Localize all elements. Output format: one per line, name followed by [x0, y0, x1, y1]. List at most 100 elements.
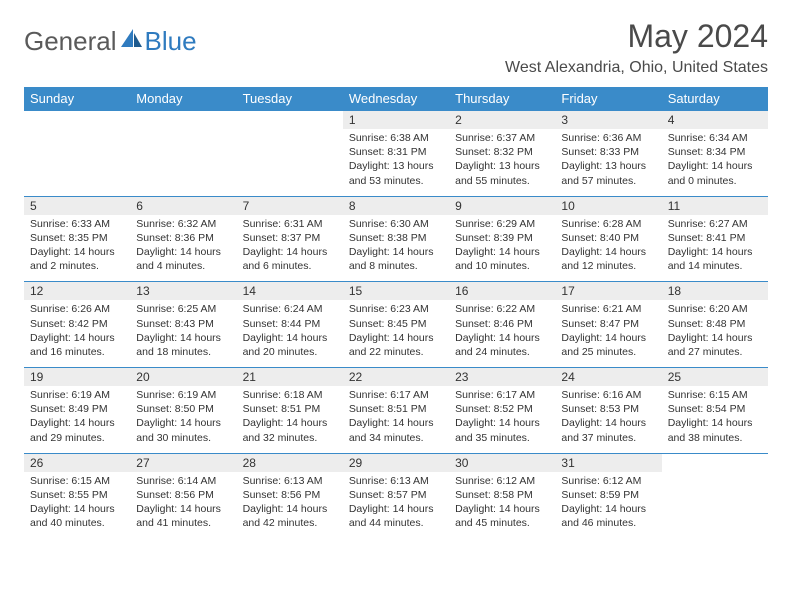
day-cell: Sunrise: 6:13 AMSunset: 8:57 PMDaylight:…	[343, 472, 449, 539]
sunrise-text: Sunrise: 6:27 AM	[668, 217, 762, 231]
day-number: 3	[555, 111, 661, 130]
sunset-text: Sunset: 8:54 PM	[668, 402, 762, 416]
sunrise-text: Sunrise: 6:33 AM	[30, 217, 124, 231]
daylight-text: Daylight: 14 hours	[136, 416, 230, 430]
day-number: 21	[237, 368, 343, 387]
day-number: 6	[130, 196, 236, 215]
daylight-text: Daylight: 14 hours	[668, 331, 762, 345]
daylight-text: and 6 minutes.	[243, 259, 337, 273]
day-cell: Sunrise: 6:23 AMSunset: 8:45 PMDaylight:…	[343, 300, 449, 367]
daylight-text: and 30 minutes.	[136, 431, 230, 445]
day-number: 15	[343, 282, 449, 301]
daylight-text: and 4 minutes.	[136, 259, 230, 273]
daylight-text: Daylight: 14 hours	[30, 416, 124, 430]
daylight-text: and 27 minutes.	[668, 345, 762, 359]
daylight-text: and 44 minutes.	[349, 516, 443, 530]
daylight-text: and 55 minutes.	[455, 174, 549, 188]
daylight-text: Daylight: 14 hours	[455, 416, 549, 430]
day-number: 18	[662, 282, 768, 301]
day-number: 4	[662, 111, 768, 130]
day-cell: Sunrise: 6:36 AMSunset: 8:33 PMDaylight:…	[555, 129, 661, 196]
sunrise-text: Sunrise: 6:20 AM	[668, 302, 762, 316]
day-number: 19	[24, 368, 130, 387]
daylight-text: Daylight: 13 hours	[561, 159, 655, 173]
sunrise-text: Sunrise: 6:12 AM	[561, 474, 655, 488]
day-cell: Sunrise: 6:16 AMSunset: 8:53 PMDaylight:…	[555, 386, 661, 453]
day-cell	[662, 472, 768, 539]
daylight-text: Daylight: 14 hours	[136, 502, 230, 516]
sunrise-text: Sunrise: 6:19 AM	[136, 388, 230, 402]
sunset-text: Sunset: 8:38 PM	[349, 231, 443, 245]
day-content-row: Sunrise: 6:33 AMSunset: 8:35 PMDaylight:…	[24, 215, 768, 282]
daylight-text: Daylight: 14 hours	[349, 245, 443, 259]
day-cell: Sunrise: 6:22 AMSunset: 8:46 PMDaylight:…	[449, 300, 555, 367]
day-num-row: 19202122232425	[24, 368, 768, 387]
sunset-text: Sunset: 8:58 PM	[455, 488, 549, 502]
daylight-text: and 40 minutes.	[30, 516, 124, 530]
day-header: Monday	[130, 87, 236, 111]
daylight-text: and 42 minutes.	[243, 516, 337, 530]
day-cell: Sunrise: 6:15 AMSunset: 8:54 PMDaylight:…	[662, 386, 768, 453]
day-num-row: 12131415161718	[24, 282, 768, 301]
day-number: 23	[449, 368, 555, 387]
sunrise-text: Sunrise: 6:17 AM	[349, 388, 443, 402]
day-number: 10	[555, 196, 661, 215]
sunset-text: Sunset: 8:56 PM	[243, 488, 337, 502]
sunrise-text: Sunrise: 6:14 AM	[136, 474, 230, 488]
day-num-row: 262728293031	[24, 453, 768, 472]
daylight-text: and 41 minutes.	[136, 516, 230, 530]
day-cell: Sunrise: 6:13 AMSunset: 8:56 PMDaylight:…	[237, 472, 343, 539]
header: General Blue May 2024 West Alexandria, O…	[24, 18, 768, 77]
daylight-text: and 14 minutes.	[668, 259, 762, 273]
daylight-text: Daylight: 14 hours	[136, 331, 230, 345]
sunrise-text: Sunrise: 6:31 AM	[243, 217, 337, 231]
sunrise-text: Sunrise: 6:19 AM	[30, 388, 124, 402]
sunrise-text: Sunrise: 6:21 AM	[561, 302, 655, 316]
daylight-text: Daylight: 14 hours	[243, 245, 337, 259]
calendar-table: Sunday Monday Tuesday Wednesday Thursday…	[24, 87, 768, 538]
day-number: 8	[343, 196, 449, 215]
day-number: 17	[555, 282, 661, 301]
sunrise-text: Sunrise: 6:23 AM	[349, 302, 443, 316]
day-number: 11	[662, 196, 768, 215]
daylight-text: Daylight: 14 hours	[349, 331, 443, 345]
daylight-text: Daylight: 13 hours	[349, 159, 443, 173]
day-cell: Sunrise: 6:20 AMSunset: 8:48 PMDaylight:…	[662, 300, 768, 367]
daylight-text: Daylight: 14 hours	[455, 245, 549, 259]
day-cell: Sunrise: 6:34 AMSunset: 8:34 PMDaylight:…	[662, 129, 768, 196]
sunrise-text: Sunrise: 6:36 AM	[561, 131, 655, 145]
day-cell: Sunrise: 6:25 AMSunset: 8:43 PMDaylight:…	[130, 300, 236, 367]
daylight-text: and 53 minutes.	[349, 174, 443, 188]
day-number: 30	[449, 453, 555, 472]
daylight-text: and 46 minutes.	[561, 516, 655, 530]
day-number: 29	[343, 453, 449, 472]
sunset-text: Sunset: 8:32 PM	[455, 145, 549, 159]
sunset-text: Sunset: 8:47 PM	[561, 317, 655, 331]
daylight-text: and 25 minutes.	[561, 345, 655, 359]
daylight-text: and 8 minutes.	[349, 259, 443, 273]
daylight-text: Daylight: 13 hours	[455, 159, 549, 173]
day-number: 22	[343, 368, 449, 387]
day-cell: Sunrise: 6:26 AMSunset: 8:42 PMDaylight:…	[24, 300, 130, 367]
day-number: 20	[130, 368, 236, 387]
day-cell: Sunrise: 6:17 AMSunset: 8:52 PMDaylight:…	[449, 386, 555, 453]
daylight-text: and 12 minutes.	[561, 259, 655, 273]
sunset-text: Sunset: 8:52 PM	[455, 402, 549, 416]
day-content-row: Sunrise: 6:19 AMSunset: 8:49 PMDaylight:…	[24, 386, 768, 453]
sunrise-text: Sunrise: 6:37 AM	[455, 131, 549, 145]
logo-sail-icon	[121, 29, 143, 54]
daylight-text: Daylight: 14 hours	[349, 416, 443, 430]
daylight-text: Daylight: 14 hours	[349, 502, 443, 516]
sunrise-text: Sunrise: 6:22 AM	[455, 302, 549, 316]
sunset-text: Sunset: 8:41 PM	[668, 231, 762, 245]
day-cell: Sunrise: 6:18 AMSunset: 8:51 PMDaylight:…	[237, 386, 343, 453]
sunset-text: Sunset: 8:34 PM	[668, 145, 762, 159]
logo-text-blue: Blue	[145, 26, 197, 57]
day-cell: Sunrise: 6:12 AMSunset: 8:59 PMDaylight:…	[555, 472, 661, 539]
day-cell: Sunrise: 6:17 AMSunset: 8:51 PMDaylight:…	[343, 386, 449, 453]
day-number: 1	[343, 111, 449, 130]
day-header-row: Sunday Monday Tuesday Wednesday Thursday…	[24, 87, 768, 111]
day-content-row: Sunrise: 6:38 AMSunset: 8:31 PMDaylight:…	[24, 129, 768, 196]
daylight-text: and 35 minutes.	[455, 431, 549, 445]
daylight-text: Daylight: 14 hours	[668, 159, 762, 173]
